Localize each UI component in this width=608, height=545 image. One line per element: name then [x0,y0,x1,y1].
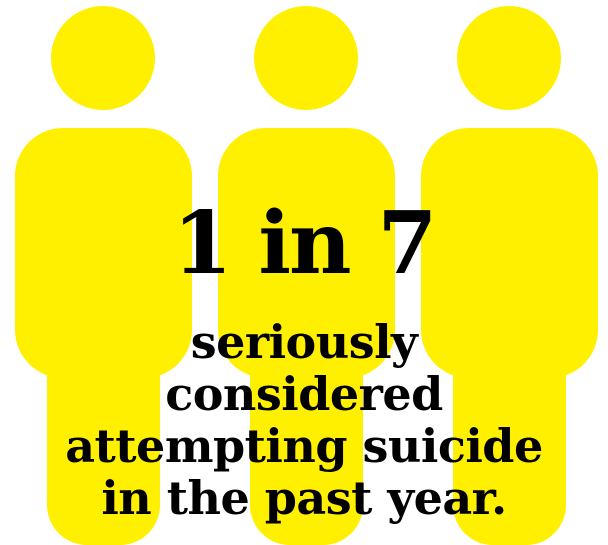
caption-line-3: attempting suicide [65,419,543,473]
stat-caption: seriously considered attempting suicide … [0,316,608,524]
person-figure-right [421,6,598,545]
person-head [254,6,358,110]
caption-line-2: considered [165,367,443,421]
person-legs [250,300,363,545]
person-figure-left [15,6,192,545]
caption-line-4: in the past year. [101,471,507,525]
person-figure-middle [218,6,395,545]
person-head [457,6,561,110]
person-legs [47,300,160,545]
person-head [51,6,155,110]
caption-line-1: seriously [190,315,418,369]
stat-headline: 1 in 7 [172,193,438,294]
person-legs [453,300,566,545]
